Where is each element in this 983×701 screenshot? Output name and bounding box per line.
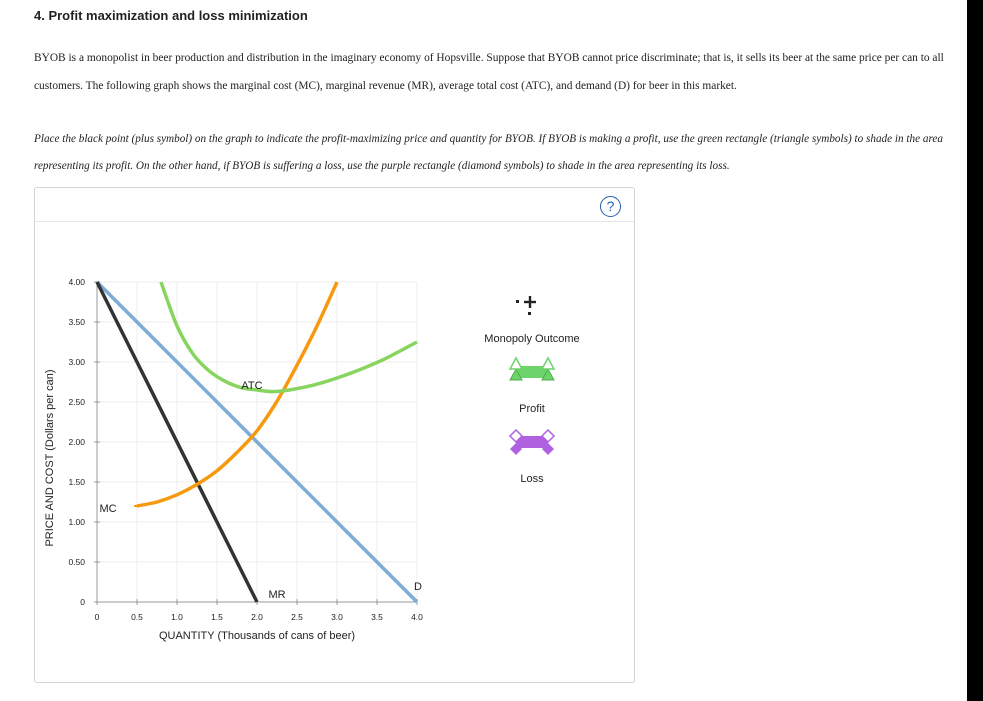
curve-atc [159, 281, 418, 394]
curve-labels: D MR MC ATC [99, 380, 422, 601]
y-tick-label: 3.50 [68, 317, 85, 327]
purple-diamond-rectangle-icon[interactable] [508, 428, 556, 455]
palette-loss[interactable]: Loss [508, 428, 556, 485]
green-triangle-rectangle-icon[interactable] [508, 356, 556, 381]
curve-mc [136, 281, 339, 508]
curve-label-mc: MC [99, 503, 116, 515]
curve-label-mr: MR [268, 589, 285, 601]
x-axis-label: QUANTITY (Thousands of cans of beer) [159, 630, 355, 642]
curve-label-d: D [414, 581, 422, 593]
x-tick-label: 1.5 [211, 612, 223, 622]
palette-label-monopoly-outcome: Monopoly Outcome [484, 333, 579, 345]
question-instructions: Place the black point (plus symbol) on t… [34, 133, 943, 172]
y-axis-label: PRICE AND COST (Dollars per can) [44, 369, 56, 546]
curve-label-atc: ATC [241, 380, 262, 392]
ticks: 0 0.5 1.0 1.5 2.0 2.5 3.0 3.5 4.000.501.001.502.… [68, 277, 423, 622]
x-tick-label: 2.0 [251, 612, 263, 622]
palette-label-loss: Loss [520, 473, 544, 485]
x-tick-label: 4.0 [411, 612, 423, 622]
y-tick-label: 1.00 [68, 517, 85, 527]
palette-profit[interactable]: Profit [508, 356, 556, 415]
curve-mr [95, 281, 259, 603]
x-tick-label: 1.0 [171, 612, 183, 622]
y-tick-label: 2.50 [68, 397, 85, 407]
curve-d [95, 280, 419, 604]
y-tick-label: 0 [80, 597, 85, 607]
x-tick-label: 3.0 [331, 612, 343, 622]
y-tick-label: 3.00 [68, 357, 85, 367]
y-tick-label: 2.00 [68, 437, 85, 447]
help-icon[interactable]: ? [600, 196, 621, 217]
y-tick-label: 1.50 [68, 477, 85, 487]
question-intro: BYOB is a monopolist in beer production … [34, 52, 944, 92]
plus-point-icon[interactable] [516, 296, 536, 315]
x-tick-label: 0 [95, 612, 100, 622]
y-tick-label: 4.00 [68, 277, 85, 287]
panel-header: ? [35, 188, 634, 222]
question-title: 4. Profit maximization and loss minimiza… [34, 8, 308, 23]
x-tick-label: 2.5 [291, 612, 303, 622]
curves [95, 280, 419, 604]
x-tick-label: 0.5 [131, 612, 143, 622]
y-tick-label: 0.50 [68, 557, 85, 567]
x-tick-label: 3.5 [371, 612, 383, 622]
palette-monopoly-outcome[interactable]: Monopoly Outcome [484, 296, 580, 345]
palette-label-profit: Profit [519, 403, 545, 415]
right-edge-bar [967, 0, 983, 701]
monopoly-chart[interactable]: 0 0.5 1.0 1.5 2.0 2.5 3.0 3.5 4.000.501.001.502.… [35, 188, 634, 682]
graph-panel: ? 0 0.5 1.0 1.5 2.0 2.5 3.0 3.5 4.0 0 0.50 1.00 1.50… [34, 187, 635, 683]
